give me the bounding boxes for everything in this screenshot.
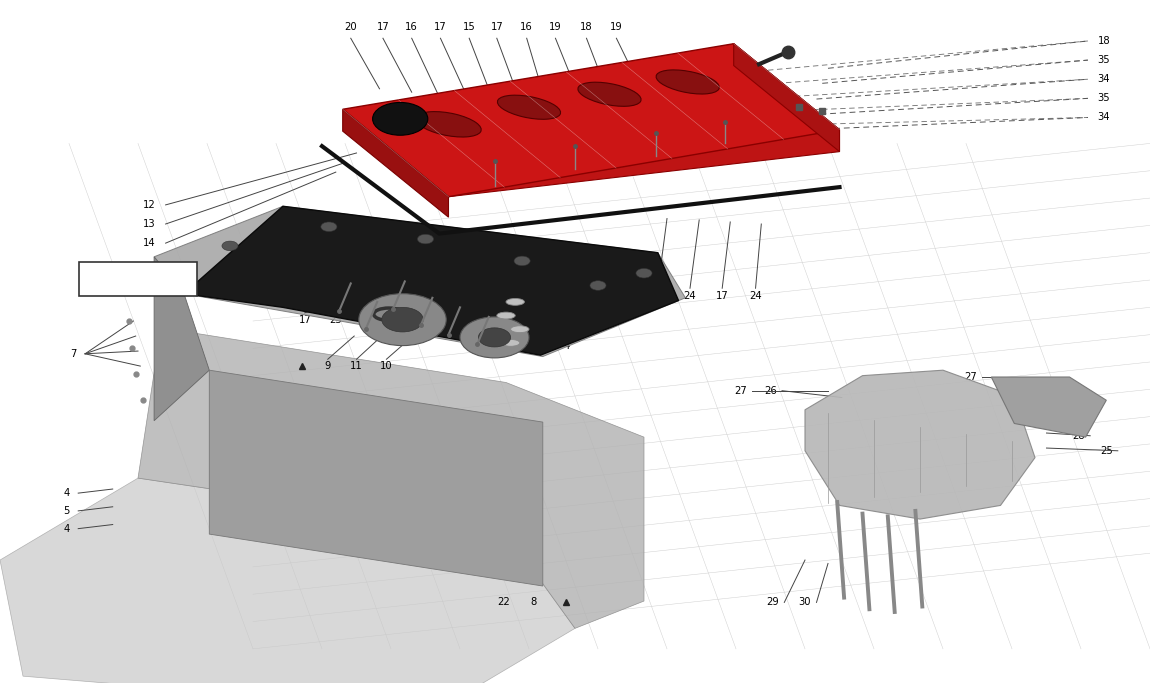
Text: 32: 32 [564,288,576,297]
Text: 18: 18 [1098,36,1110,46]
Text: 16: 16 [520,23,534,32]
Text: 29: 29 [766,598,780,607]
Ellipse shape [657,70,719,94]
Polygon shape [343,44,840,197]
Polygon shape [991,377,1106,437]
Text: 15: 15 [462,23,476,32]
Text: 31: 31 [417,315,429,324]
Circle shape [514,256,530,266]
Text: 26: 26 [764,386,777,395]
Text: 35: 35 [1098,55,1110,65]
Text: 10: 10 [381,361,392,371]
Text: 17: 17 [376,23,390,32]
Text: 10: 10 [367,417,378,427]
Circle shape [373,102,428,135]
Polygon shape [448,44,840,197]
Text: 27: 27 [734,386,748,395]
Circle shape [478,328,511,347]
Text: 4: 4 [63,524,70,533]
Text: 5: 5 [63,506,70,516]
Text: 34: 34 [1098,113,1110,122]
Circle shape [359,294,446,346]
Text: 14: 14 [144,238,155,248]
Text: 11: 11 [336,417,350,427]
Circle shape [590,281,606,290]
Text: 33: 33 [275,417,286,427]
Text: 25: 25 [1099,446,1113,456]
Text: 22: 22 [497,598,511,607]
Ellipse shape [498,95,560,120]
Text: 3: 3 [360,315,367,324]
Text: 8: 8 [530,598,537,607]
Text: 21: 21 [384,315,398,324]
Text: 4: 4 [63,488,70,498]
Ellipse shape [578,82,641,107]
Text: 28: 28 [1073,431,1084,441]
Text: 18: 18 [581,23,592,32]
Polygon shape [734,44,840,152]
Polygon shape [138,328,644,628]
Text: 27: 27 [964,372,978,382]
Text: 23: 23 [330,315,342,324]
Circle shape [222,241,238,251]
Text: 9: 9 [324,361,331,371]
Circle shape [382,307,423,332]
Text: 4: 4 [448,315,455,324]
Ellipse shape [416,111,481,137]
Text: 19: 19 [549,23,562,32]
Text: 12: 12 [143,200,156,210]
Text: ▲ = 1: ▲ = 1 [121,272,155,285]
Ellipse shape [506,298,524,305]
Circle shape [460,317,529,358]
Text: 17: 17 [434,23,447,32]
Text: 4: 4 [564,341,569,350]
Text: 7: 7 [70,349,77,359]
Polygon shape [343,109,448,217]
Ellipse shape [511,326,529,333]
Text: 19: 19 [610,23,623,32]
Text: 24: 24 [750,292,761,301]
FancyBboxPatch shape [79,262,197,296]
Ellipse shape [501,339,520,346]
Text: 9: 9 [309,417,316,427]
Polygon shape [154,206,685,357]
Circle shape [417,234,434,244]
Polygon shape [805,370,1035,519]
Text: 34: 34 [1098,74,1110,84]
Text: 6: 6 [564,305,570,315]
Text: 17: 17 [715,292,729,301]
Ellipse shape [497,312,515,319]
Circle shape [636,268,652,278]
Text: 16: 16 [405,23,419,32]
Text: 17: 17 [298,315,312,324]
Polygon shape [154,257,209,421]
Polygon shape [184,206,678,355]
Text: 35: 35 [1098,94,1110,103]
Text: 30: 30 [799,598,811,607]
Text: 5: 5 [564,323,570,333]
Polygon shape [209,370,543,586]
Text: 24: 24 [684,292,696,301]
Text: 11: 11 [350,361,363,371]
Text: 13: 13 [144,219,155,229]
Text: 20: 20 [345,23,356,32]
Text: 2: 2 [247,417,254,427]
Text: 17: 17 [490,23,504,32]
Text: 33: 33 [397,417,408,427]
Text: 17: 17 [651,292,665,301]
Polygon shape [0,478,575,683]
Circle shape [321,222,337,232]
